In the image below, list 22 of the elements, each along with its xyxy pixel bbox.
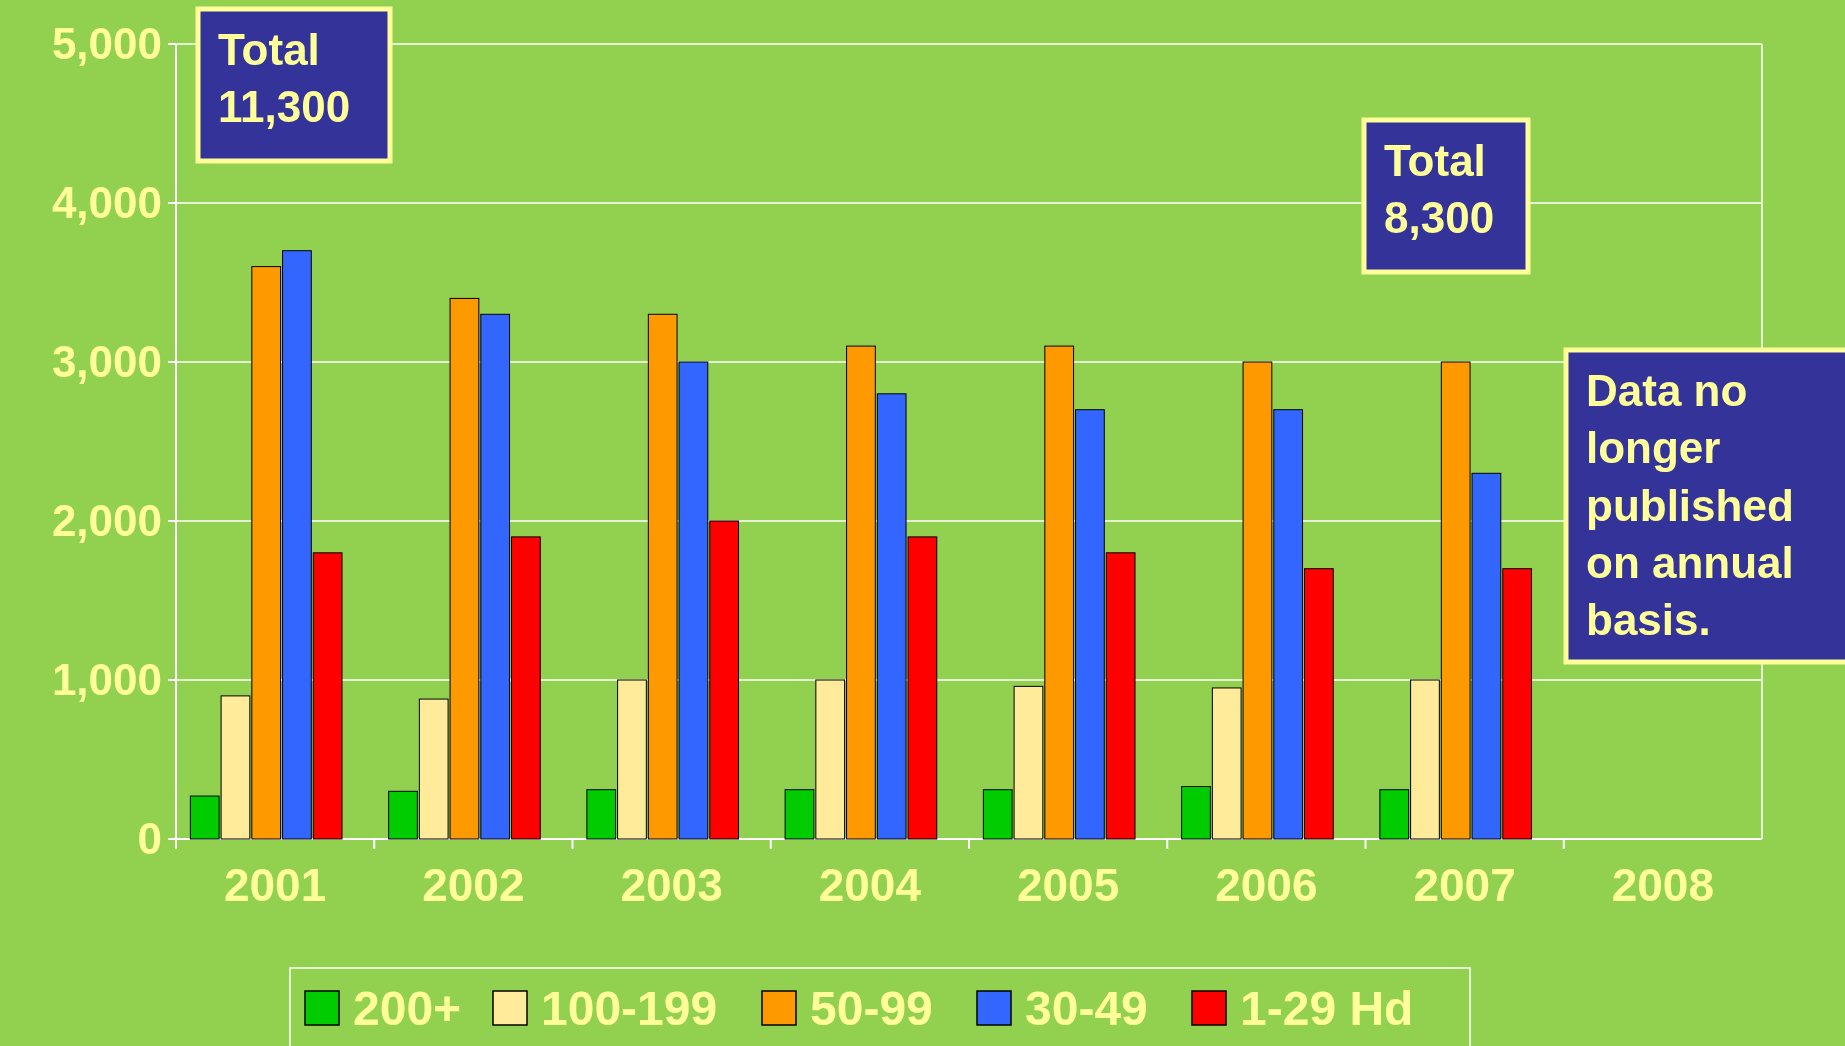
x-tick-label: 2004 [818, 859, 922, 911]
x-tick-label: 2002 [422, 859, 525, 911]
legend-label: 1-29 Hd [1240, 981, 1414, 1035]
annotation: Total 11,300 [218, 25, 351, 132]
y-tick-label: 5,000 [51, 19, 162, 69]
y-tick-label: 3,000 [51, 337, 162, 387]
y-tick-label: 2,000 [51, 496, 162, 546]
y-tick-label: 1,000 [51, 655, 162, 705]
x-tick-label: 2007 [1413, 859, 1516, 911]
x-tick-label: 2006 [1215, 859, 1318, 911]
x-tick-label: 2003 [620, 859, 723, 911]
legend-label: 100-199 [541, 981, 718, 1035]
y-tick-label: 4,000 [51, 178, 162, 228]
y-tick-label: 0 [137, 814, 162, 864]
legend-label: 50-99 [810, 981, 933, 1035]
x-tick-label: 2001 [223, 859, 327, 911]
x-tick-label: 2008 [1611, 859, 1715, 911]
annotation: Total 8,300 [1384, 136, 1495, 243]
x-tick-label: 2005 [1016, 859, 1120, 911]
legend-label: 200+ [353, 981, 462, 1035]
legend-label: 30-49 [1025, 981, 1148, 1035]
annotation: Data no longer published on annual basis. [1586, 366, 1794, 644]
